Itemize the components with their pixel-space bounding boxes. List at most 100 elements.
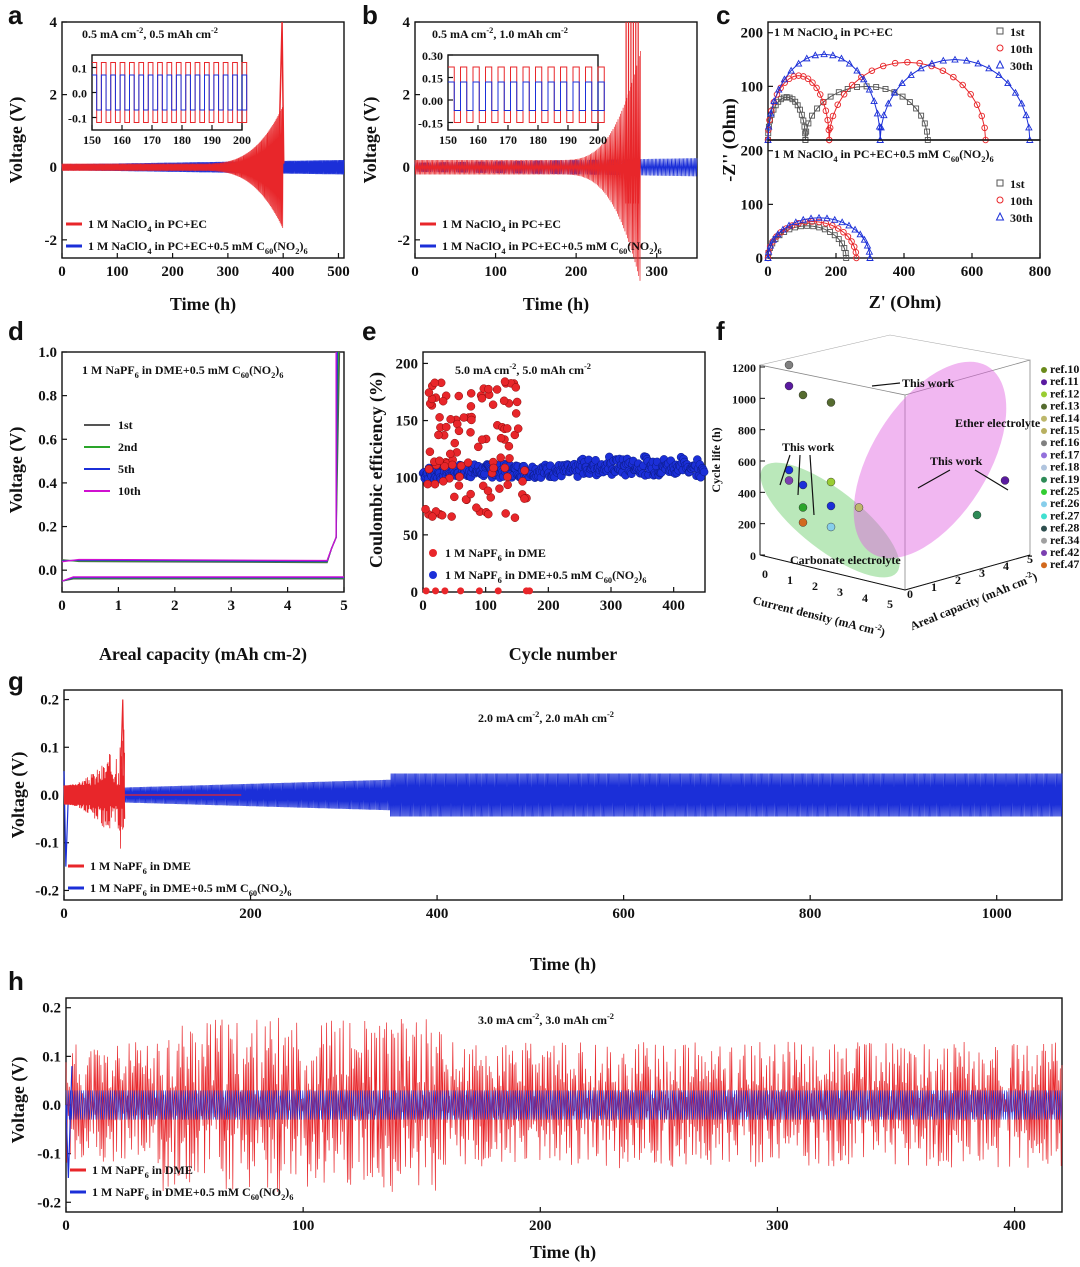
ce-point-red: [512, 397, 522, 407]
nyquist-point: [884, 99, 893, 107]
nyquist-point: [764, 247, 773, 255]
x-tick-label: 1000: [982, 906, 1012, 922]
x-axis-label: Z' (Ohm): [869, 292, 942, 313]
data-sphere: [972, 510, 982, 520]
nyquist-point: [863, 241, 872, 249]
legend-label: ref.17: [1050, 447, 1079, 461]
y-tick-label: -0.1: [68, 112, 87, 126]
nyquist-point: [967, 91, 974, 98]
nyquist-point: [939, 67, 947, 74]
nyquist-point: [974, 59, 982, 67]
nyquist-point: [809, 79, 816, 86]
nyquist-point: [820, 50, 828, 58]
nyquist-point: [773, 230, 782, 238]
charge-curve: [61, 352, 337, 563]
nyquist-point: [950, 73, 957, 81]
nyquist-point: [917, 64, 925, 72]
nyquist-point: [802, 130, 809, 137]
nyquist-point: [978, 112, 986, 120]
panel-a-inset: 150 160 170 180 190 200 0.1 0.0 -0.1: [68, 54, 251, 147]
ce-point-red: [492, 385, 502, 394]
legend-label: 30th: [1010, 59, 1033, 73]
nyquist-point: [826, 124, 834, 132]
y-tick-label: -0.2: [37, 1195, 61, 1211]
nyquist-point: [795, 220, 802, 227]
x-tick-label: 170: [143, 133, 161, 147]
x-tick-label: 200: [529, 1218, 552, 1234]
ce-point-red: [434, 430, 443, 440]
legend-label: 30th: [1010, 211, 1033, 225]
nyquist-point: [856, 230, 865, 238]
red-trace: [61, 105, 284, 229]
panel-label: e: [362, 316, 376, 346]
ce-point-red: [499, 396, 509, 406]
nyquist-point: [853, 66, 861, 74]
data-sphere: [826, 522, 836, 532]
x-tick-label: 3: [837, 585, 843, 599]
x-tick-label: 400: [662, 598, 685, 614]
nyquist-point: [985, 64, 993, 72]
ce-point-red: [513, 424, 523, 433]
nyquist-point: [831, 232, 838, 239]
x-tick-label: 200: [825, 264, 848, 280]
ce-point-red: [477, 394, 487, 403]
x-tick-label: 160: [113, 133, 131, 147]
x-tick-label: 400: [1003, 1218, 1026, 1234]
nyquist-point: [962, 56, 971, 64]
ce-point-red: [457, 587, 465, 595]
nyquist-point: [824, 116, 831, 124]
nyquist-point: [916, 59, 923, 67]
x-tick-label: 400: [272, 264, 295, 280]
ce-point-red: [454, 391, 464, 401]
nyquist-point: [918, 112, 925, 119]
legend-label: ref.42: [1050, 545, 1079, 559]
ce-point-red: [424, 388, 434, 397]
legend-label: ref.26: [1050, 496, 1079, 510]
ce-point-red: [488, 400, 498, 409]
z-tick-label: 600: [738, 455, 756, 469]
x-tick-label: 4: [284, 598, 292, 614]
nyquist-point: [768, 107, 775, 115]
x-axis-label: Areal capacity (mAh cm-2): [99, 644, 307, 665]
legend-label: ref.28: [1050, 521, 1079, 535]
legend-marker: [995, 211, 1005, 221]
legend-label: 1st: [1010, 25, 1025, 39]
annotation: This work: [902, 376, 955, 390]
blue-trace: [63, 773, 1063, 817]
x-tick-label: 2: [171, 598, 179, 614]
x-tick-label: 0: [762, 567, 768, 581]
red-fail-spike: [119, 699, 126, 819]
ce-point-red: [423, 479, 432, 489]
legend-marker: [1041, 428, 1047, 434]
x-tick-label: 0: [60, 906, 68, 922]
nyquist-point: [804, 75, 812, 83]
panel-label: a: [8, 0, 23, 30]
ce-point-red: [475, 587, 483, 595]
ce-point-red: [422, 587, 430, 595]
nyquist-point: [875, 122, 884, 130]
nyquist-point: [794, 59, 803, 67]
legend-label: 1 M NaClO4​ in PC+EC+0.5 mM C60​(NO2)6​: [442, 239, 662, 256]
nyquist-point: [844, 86, 851, 92]
y-tick-label: 50: [403, 528, 418, 544]
y-tick-label: 0: [411, 585, 419, 601]
legend-marker: [1041, 440, 1047, 447]
y-tick-label: 0.4: [38, 476, 57, 492]
nyquist-point: [820, 98, 827, 106]
nyquist-point: [779, 225, 787, 233]
charge-curve: [61, 351, 340, 563]
x-tick-label: 160: [469, 133, 487, 147]
data-sphere: [1000, 476, 1010, 485]
ce-point-red: [442, 422, 451, 432]
x-tick-label: 2: [812, 579, 818, 593]
blue-trace: [414, 158, 698, 177]
legend-label: 1 M NaPF6​ in DME: [445, 546, 546, 563]
y-axis-label: Areal capacity (mAh cm-2​): [908, 568, 1039, 633]
y-tick-label: 1.0: [38, 345, 57, 361]
nyquist-point: [873, 84, 880, 90]
legend-marker: [996, 179, 1004, 187]
nyquist-point: [814, 105, 821, 112]
data-sphere: [826, 477, 836, 487]
nyquist-point: [829, 112, 837, 120]
